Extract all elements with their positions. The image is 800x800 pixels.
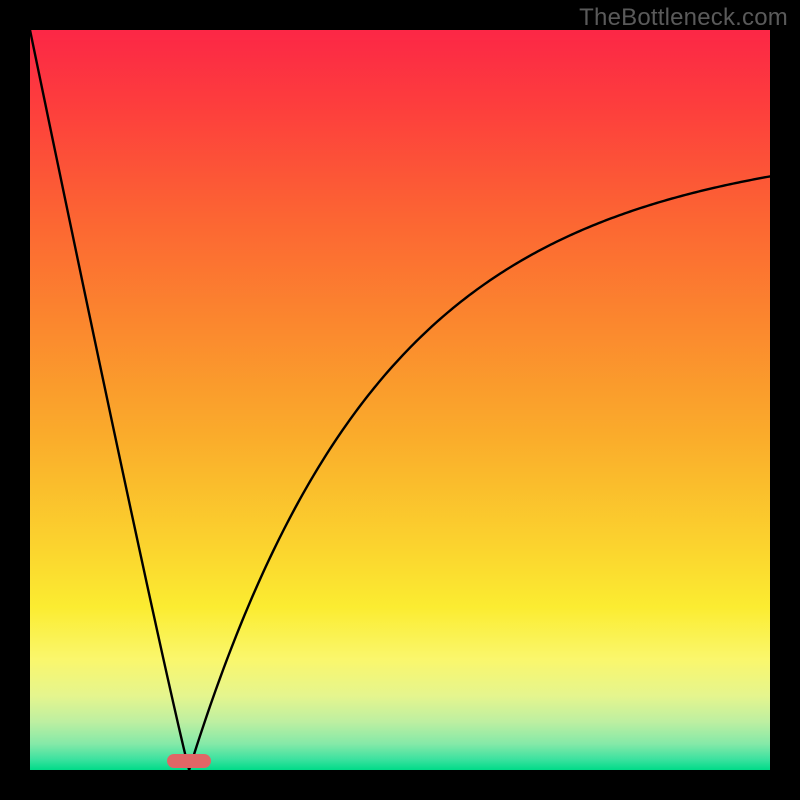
optimum-marker (167, 754, 211, 768)
chart-root: TheBottleneck.com (0, 0, 800, 800)
chart-svg (0, 0, 800, 800)
watermark-text: TheBottleneck.com (579, 4, 788, 32)
plot-gradient-background (30, 30, 770, 770)
